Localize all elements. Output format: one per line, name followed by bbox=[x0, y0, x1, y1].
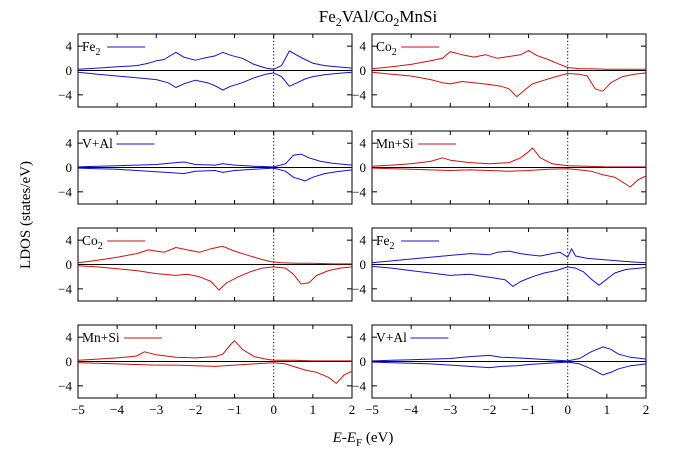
ldos-panel-3: 4 0 −4 V+Al bbox=[58, 130, 353, 205]
ldos-spin-down-curve bbox=[77, 265, 353, 291]
x-tick-label: −2 bbox=[483, 402, 497, 417]
x-tick-label: −5 bbox=[365, 402, 379, 417]
ldos-spin-down-curve bbox=[77, 71, 353, 91]
y-tick-label: 0 bbox=[360, 63, 367, 78]
y-tick-label: 0 bbox=[360, 160, 367, 175]
x-tick-label: −1 bbox=[522, 402, 536, 417]
y-tick-label: 4 bbox=[360, 233, 367, 248]
y-tick-label: −4 bbox=[352, 281, 366, 296]
y-tick-label: −4 bbox=[352, 378, 366, 393]
y-tick-label: 0 bbox=[360, 257, 367, 272]
x-tick-label: −3 bbox=[149, 402, 163, 417]
y-tick-label: −4 bbox=[352, 184, 366, 199]
ldos-spin-up-curve bbox=[77, 50, 353, 70]
y-tick-label: 0 bbox=[360, 354, 367, 369]
legend-label: V+Al bbox=[376, 330, 407, 345]
legend-label: Co2 bbox=[82, 233, 103, 252]
ldos-panel-8: 4 0 −4 −5 −4 −3 −2 −1 0 1 2 V+Al bbox=[352, 324, 650, 417]
ldos-spin-down-curve bbox=[371, 265, 647, 287]
x-tick-label: 1 bbox=[310, 402, 317, 417]
x-tick-label: −3 bbox=[443, 402, 457, 417]
legend-label: Co2 bbox=[376, 39, 397, 58]
ldos-spin-up-curve bbox=[371, 49, 646, 70]
x-tick-label: −1 bbox=[228, 402, 242, 417]
ldos-panel-6: 4 0 −4 Fe2 bbox=[352, 227, 647, 302]
ldos-spin-down-curve bbox=[77, 167, 353, 182]
y-tick-label: −4 bbox=[58, 281, 72, 296]
x-tick-label: 0 bbox=[270, 402, 277, 417]
ldos-spin-down-curve bbox=[371, 71, 647, 98]
x-tick-label: −4 bbox=[110, 402, 124, 417]
x-tick-label: −5 bbox=[71, 402, 85, 417]
ldos-spin-up-curve bbox=[77, 340, 352, 362]
x-tick-label: −2 bbox=[189, 402, 203, 417]
ldos-spin-down-curve bbox=[77, 362, 353, 384]
legend-label: Mn+Si bbox=[376, 136, 414, 151]
ldos-panel-5: 4 0 −4 Co2 bbox=[58, 227, 353, 302]
y-tick-label: −4 bbox=[58, 378, 72, 393]
ldos-panel-4: 4 0 −4 Mn+Si bbox=[352, 130, 647, 205]
y-tick-label: 4 bbox=[360, 330, 367, 345]
legend-label: Mn+Si bbox=[82, 330, 120, 345]
x-tick-label: 2 bbox=[643, 402, 650, 417]
x-tick-label: 1 bbox=[604, 402, 611, 417]
y-tick-label: 0 bbox=[66, 257, 73, 272]
x-tick-label: −4 bbox=[404, 402, 418, 417]
y-tick-label: −4 bbox=[58, 184, 72, 199]
legend-label: Fe2 bbox=[82, 39, 101, 58]
ldos-spin-down-curve bbox=[371, 361, 647, 376]
y-axis-label: LDOS (states/eV) bbox=[18, 161, 34, 269]
ldos-panel-2: 4 0 −4 Co2 bbox=[352, 33, 647, 108]
ldos-spin-up-curve bbox=[77, 245, 352, 265]
ldos-panel-1: 4 0 −4 Fe2 bbox=[58, 33, 353, 108]
y-tick-label: 0 bbox=[66, 63, 73, 78]
legend-label: Fe2 bbox=[376, 233, 395, 252]
y-tick-label: 4 bbox=[66, 233, 73, 248]
y-tick-label: 0 bbox=[66, 354, 73, 369]
y-tick-label: 4 bbox=[360, 39, 367, 54]
ldos-spin-up-curve bbox=[77, 153, 353, 168]
legend-label: V+Al bbox=[82, 136, 113, 151]
y-tick-label: 4 bbox=[66, 39, 73, 54]
ldos-panel-7: 4 0 −4 −5 −4 −3 −2 −1 0 1 2 Mn+Si bbox=[58, 324, 356, 417]
y-tick-label: −4 bbox=[352, 87, 366, 102]
x-axis-label: E-EF (eV) bbox=[332, 430, 394, 449]
y-tick-label: −4 bbox=[58, 87, 72, 102]
x-tick-label: 2 bbox=[349, 402, 356, 417]
y-tick-label: 4 bbox=[360, 136, 367, 151]
ldos-spin-up-curve bbox=[371, 147, 646, 168]
y-tick-label: 4 bbox=[66, 330, 73, 345]
ldos-spin-up-curve bbox=[371, 248, 647, 264]
figure-title: Fe2VAl/Co2MnSi bbox=[319, 7, 438, 29]
ldos-spin-up-curve bbox=[371, 346, 647, 362]
x-tick-label: 0 bbox=[564, 402, 571, 417]
y-tick-label: 0 bbox=[66, 160, 73, 175]
panels-group: 4 0 −4 Fe2 4 0 −4 Co2 4 0 −4 V+Al 4 0 −4 Mn+Si 4 0 −4 Co2 4 0… bbox=[58, 33, 650, 417]
ldos-spin-down-curve bbox=[371, 167, 647, 188]
y-tick-label: 4 bbox=[66, 136, 73, 151]
